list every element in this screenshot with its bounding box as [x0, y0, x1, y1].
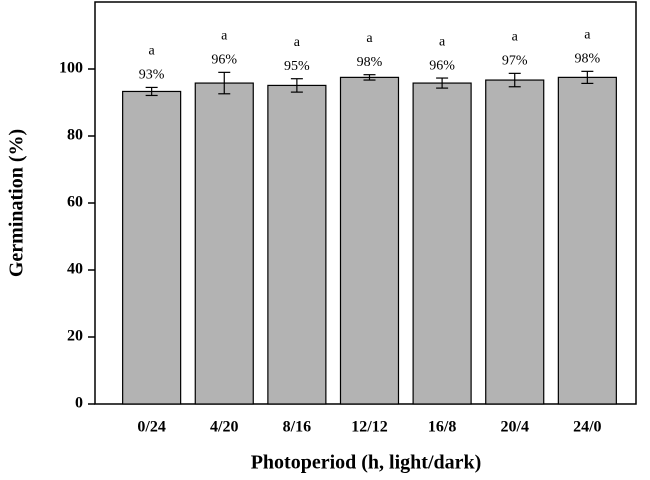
bar — [412, 82, 472, 405]
error-bar — [436, 77, 449, 89]
value-label: 97% — [502, 54, 528, 69]
y-tick-label: 20 — [67, 328, 83, 345]
y-tick-label: 80 — [67, 127, 83, 144]
y-tick-label: 0 — [75, 395, 83, 412]
error-bar — [363, 74, 376, 81]
x-tick-label: 8/16 — [283, 419, 311, 436]
y-tick-label: 100 — [59, 60, 83, 77]
significance-letter: a — [366, 31, 373, 46]
error-bar — [508, 72, 521, 88]
x-tick-label: 0/24 — [137, 419, 165, 436]
bar — [557, 76, 617, 405]
significance-letter: a — [294, 35, 301, 50]
value-label: 98% — [575, 52, 601, 67]
x-tick-label: 12/12 — [351, 419, 387, 436]
significance-letter: a — [584, 28, 591, 43]
error-bar — [145, 86, 158, 97]
value-label: 96% — [211, 53, 237, 68]
x-tick-label: 4/20 — [210, 419, 238, 436]
y-tick-label: 40 — [67, 261, 83, 278]
bar — [122, 90, 182, 405]
significance-letter: a — [512, 30, 519, 45]
x-tick-label: 16/8 — [428, 419, 456, 436]
error-bar — [581, 70, 594, 85]
bar — [194, 82, 254, 405]
value-label: 95% — [284, 59, 310, 74]
value-label: 98% — [357, 55, 383, 70]
value-label: 93% — [139, 68, 165, 83]
significance-letter: a — [149, 44, 156, 59]
error-bar — [290, 78, 303, 93]
value-label: 96% — [429, 58, 455, 73]
bar — [339, 76, 400, 405]
y-axis-title: Germination (%) — [6, 129, 28, 277]
x-tick-label: 20/4 — [501, 419, 529, 436]
error-bar — [218, 71, 231, 95]
y-tick-label: 60 — [67, 194, 83, 211]
bar — [267, 84, 327, 405]
x-tick-label: 24/0 — [573, 419, 601, 436]
x-axis-title: Photoperiod (h, light/dark) — [251, 452, 482, 474]
significance-letter: a — [439, 34, 446, 49]
significance-letter: a — [221, 29, 228, 44]
bar — [485, 79, 545, 405]
